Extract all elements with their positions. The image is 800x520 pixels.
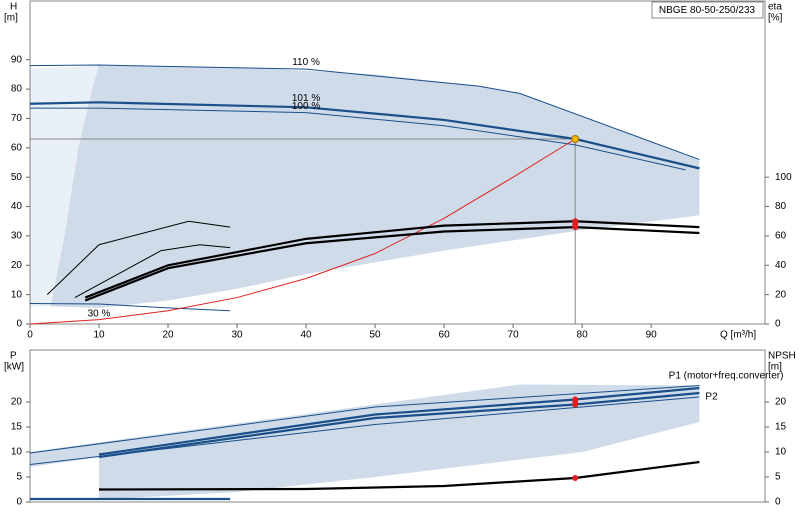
x-tick-label: 10 (93, 330, 105, 341)
curve (29, 396, 700, 465)
y2-tick-label: 10 (775, 447, 787, 458)
title-box (651, 1, 764, 19)
y2-tick-label: 60 (775, 231, 787, 242)
curve-label: P2 (705, 392, 718, 403)
y2-axis-label: NPSH (768, 351, 796, 362)
curve (74, 244, 231, 299)
operating-point (572, 224, 579, 231)
y-tick-label: 20 (11, 260, 23, 271)
y-axis-label: H (10, 2, 17, 13)
operating-range (50, 65, 700, 308)
curve (29, 138, 576, 325)
y2-tick-label: 5 (775, 472, 781, 483)
x-tick-label: 70 (508, 330, 520, 341)
y-axis-unit: [kW] (4, 362, 24, 373)
y2-tick-label: 40 (775, 260, 787, 271)
x-tick-label: 20 (162, 330, 174, 341)
x-tick-label: 40 (300, 330, 312, 341)
x-tick-label: 90 (646, 330, 658, 341)
curve-label: 101 % (292, 93, 320, 104)
y2-axis-label: eta (768, 2, 782, 13)
y-tick-label: 0 (16, 319, 22, 330)
y2-tick-label: 20 (775, 397, 787, 408)
y-tick-label: 40 (11, 201, 23, 212)
operating-range (30, 65, 100, 307)
y2-tick-label: 0 (775, 497, 781, 508)
y-tick-label: 15 (11, 422, 23, 433)
y-axis-label: P (10, 351, 17, 362)
y-tick-label: 5 (16, 472, 22, 483)
curve (98, 391, 700, 459)
y2-tick-label: 80 (775, 201, 787, 212)
curve (29, 302, 231, 312)
x-tick-label: 0 (27, 330, 33, 341)
curve (29, 64, 700, 161)
curve (98, 386, 700, 456)
x-tick-label: 50 (370, 330, 382, 341)
y-tick-label: 80 (11, 84, 23, 95)
curve-label: 100 % (292, 101, 320, 112)
operating-point (572, 401, 579, 408)
curve (99, 460, 700, 491)
x-tick-label: 60 (439, 330, 451, 341)
plot-frame (29, 349, 766, 503)
curve (29, 101, 700, 170)
x-axis-label: Q [m³/h] (720, 330, 756, 341)
y-axis-unit: [m] (4, 13, 18, 24)
chart-title: NBGE 80-50-250/233 (659, 5, 756, 16)
plot-frame (29, 0, 766, 325)
y2-tick-label: 0 (775, 319, 781, 330)
duty-point (571, 135, 580, 144)
x-tick-label: 80 (577, 330, 589, 341)
y2-tick-label: 20 (775, 289, 787, 300)
y-tick-label: 50 (11, 172, 23, 183)
operating-point (572, 475, 579, 481)
y-tick-label: 90 (11, 54, 23, 65)
operating-range (30, 384, 700, 500)
y-tick-label: 10 (11, 289, 23, 300)
curve-label: 110 % (292, 57, 320, 68)
y-tick-label: 60 (11, 142, 23, 153)
x-tick-label: 30 (231, 330, 243, 341)
curve (84, 220, 700, 299)
curve (29, 385, 700, 454)
y-tick-label: 30 (11, 231, 23, 242)
curve-label: P1 (motor+freq.converter) (669, 371, 784, 382)
y-tick-label: 0 (16, 497, 22, 508)
y2-axis-unit: [%] (768, 13, 783, 24)
y-tick-label: 20 (11, 397, 23, 408)
y-tick-label: 10 (11, 447, 23, 458)
curve (84, 225, 700, 302)
y2-axis-unit: [m] (768, 362, 782, 373)
y-tick-label: 70 (11, 113, 23, 124)
curve-label: 30 % (88, 309, 111, 320)
curve (46, 220, 231, 295)
y2-tick-label: 100 (775, 172, 792, 183)
curve (30, 107, 686, 171)
y2-tick-label: 15 (775, 422, 787, 433)
